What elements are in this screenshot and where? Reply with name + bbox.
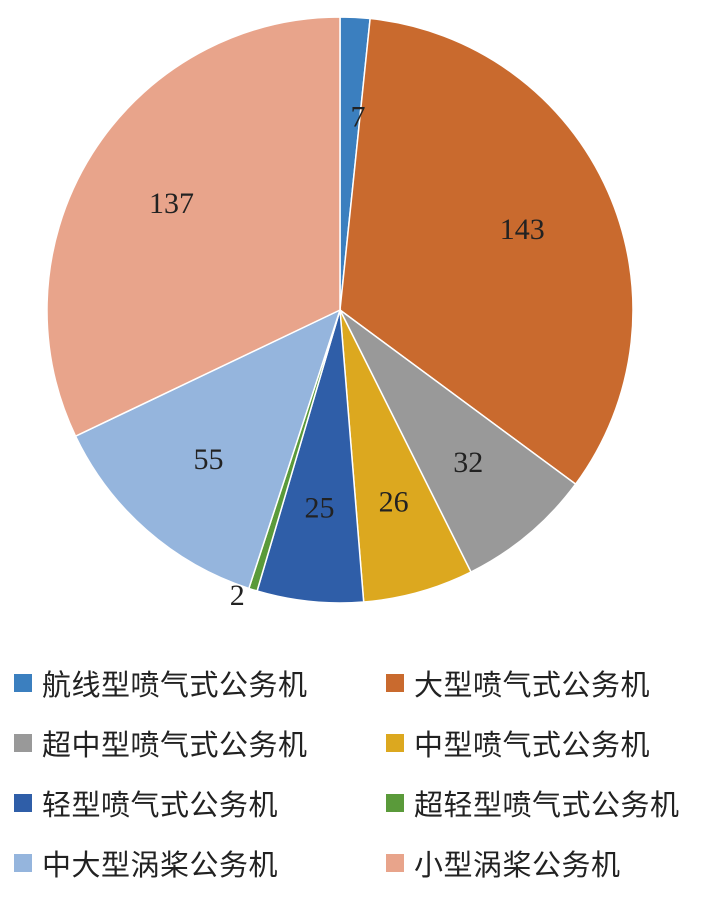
legend-label: 中大型涡桨公务机 [42,848,279,882]
legend-label: 大型喷气式公务机 [414,668,651,702]
legend-item-airliner-jet: 航线型喷气式公务机 [14,665,386,702]
slice-value-label: 2 [230,579,245,612]
pie-slice [46,16,341,438]
legend-item-super-midsize-jet: 超中型喷气式公务机 [14,725,386,762]
legend-swatch [14,674,32,692]
slice-value-label: 143 [500,213,545,246]
pie-slice [339,17,634,486]
legend-item-large-jet: 大型喷气式公务机 [386,665,719,702]
legend-swatch [14,854,32,872]
slice-value-label: 26 [379,485,409,518]
pie-chart: 7 143 32 26 25 2 55 137 [46,16,634,612]
legend-swatch [386,794,404,812]
legend-item-very-light-jet: 超轻型喷气式公务机 [386,785,719,822]
legend-swatch [386,854,404,872]
legend-label: 航线型喷气式公务机 [42,668,308,702]
slice-value-label: 55 [194,443,224,476]
legend: 航线型喷气式公务机 大型喷气式公务机 超中型喷气式公务机 中型喷气式公务机 轻型… [14,665,719,882]
legend-label: 中型喷气式公务机 [414,728,651,762]
legend-swatch [386,674,404,692]
legend-item-small-turboprop: 小型涡桨公务机 [386,845,719,882]
legend-item-midsize-jet: 中型喷气式公务机 [386,725,719,762]
legend-label: 小型涡桨公务机 [414,848,621,882]
slice-value-label: 25 [305,492,335,525]
pie-slice [339,309,577,574]
legend-label: 超轻型喷气式公务机 [414,788,680,822]
pie-slices [46,16,634,604]
legend-swatch [386,734,404,752]
pie-labels: 7 143 32 26 25 2 55 137 [149,100,545,612]
legend-swatch [14,794,32,812]
slice-value-label: 32 [453,446,483,479]
legend-label: 轻型喷气式公务机 [42,788,279,822]
legend-label: 超中型喷气式公务机 [42,728,308,762]
legend-item-light-jet: 轻型喷气式公务机 [14,785,386,822]
legend-swatch [14,734,32,752]
pie-slice [74,308,342,590]
legend-item-mid-large-turboprop: 中大型涡桨公务机 [14,845,386,882]
slice-value-label: 7 [351,100,366,133]
slice-value-label: 137 [149,187,194,220]
